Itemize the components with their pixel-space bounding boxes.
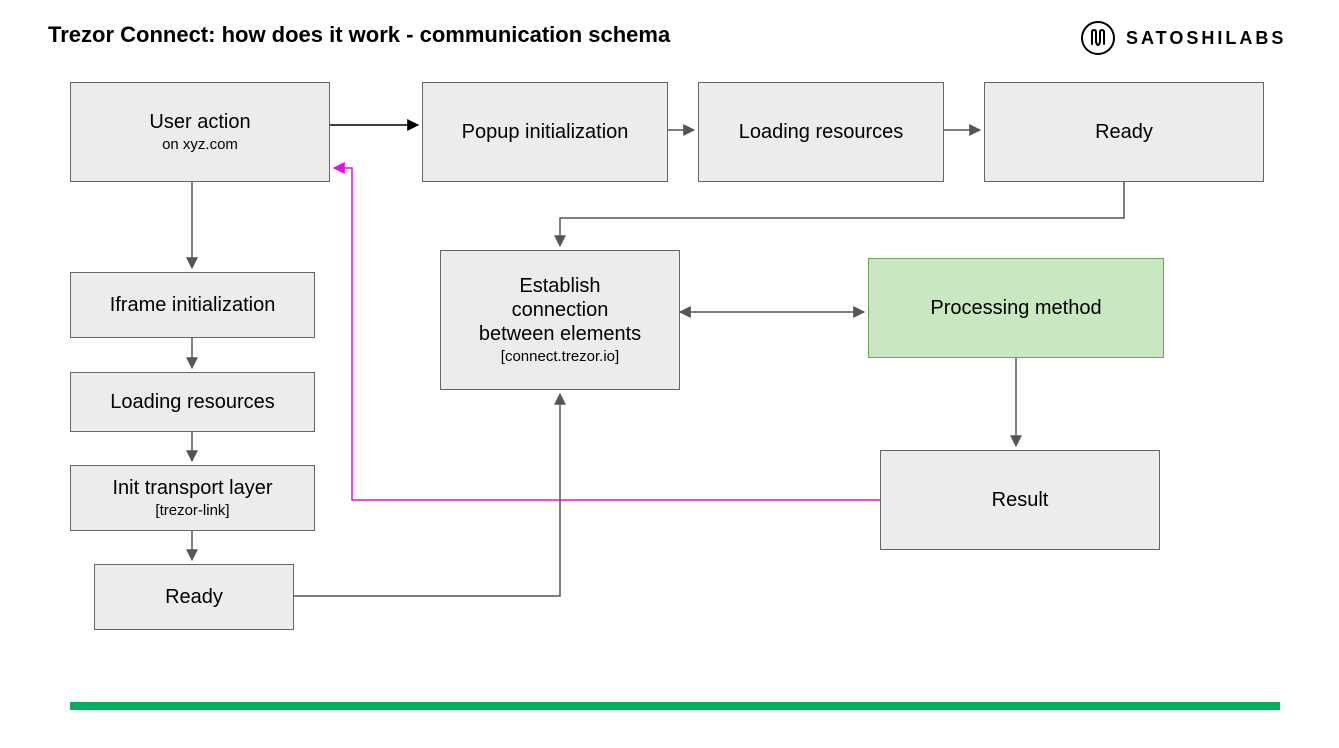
node-title: Popup initialization bbox=[462, 120, 629, 144]
node-iframe-init: Iframe initialization bbox=[70, 272, 315, 338]
brand-logo: SATOSHILABS bbox=[1080, 20, 1286, 56]
node-loading-left: Loading resources bbox=[70, 372, 315, 432]
logo-icon bbox=[1080, 20, 1116, 56]
node-subtitle: [trezor-link] bbox=[155, 502, 229, 520]
logo-text: SATOSHILABS bbox=[1126, 28, 1286, 49]
diagram-canvas: Trezor Connect: how does it work - commu… bbox=[0, 0, 1339, 748]
node-ready-left: Ready bbox=[94, 564, 294, 630]
node-subtitle: [connect.trezor.io] bbox=[501, 348, 619, 366]
node-subtitle: on xyz.com bbox=[162, 136, 238, 154]
page-title: Trezor Connect: how does it work - commu… bbox=[48, 22, 670, 48]
node-user-action: User action on xyz.com bbox=[70, 82, 330, 182]
node-title: Ready bbox=[1095, 120, 1153, 144]
node-ready-top: Ready bbox=[984, 82, 1264, 182]
node-title: Processing method bbox=[930, 296, 1101, 320]
edge-ready-down bbox=[560, 182, 1124, 246]
node-title: Establish connection between elements bbox=[479, 274, 641, 346]
node-title: Ready bbox=[165, 585, 223, 609]
node-title: Result bbox=[992, 488, 1049, 512]
node-establish: Establish connection between elements [co… bbox=[440, 250, 680, 390]
node-title: Init transport layer bbox=[112, 476, 272, 500]
node-title: User action bbox=[149, 110, 250, 134]
node-title: Loading resources bbox=[739, 120, 904, 144]
node-popup-init: Popup initialization bbox=[422, 82, 668, 182]
footer-bar bbox=[70, 702, 1280, 710]
node-title: Iframe initialization bbox=[110, 293, 276, 317]
node-transport: Init transport layer [trezor-link] bbox=[70, 465, 315, 531]
node-loading-top: Loading resources bbox=[698, 82, 944, 182]
node-processing: Processing method bbox=[868, 258, 1164, 358]
node-title: Loading resources bbox=[110, 390, 275, 414]
edge-ready-estab bbox=[294, 394, 560, 596]
node-result: Result bbox=[880, 450, 1160, 550]
